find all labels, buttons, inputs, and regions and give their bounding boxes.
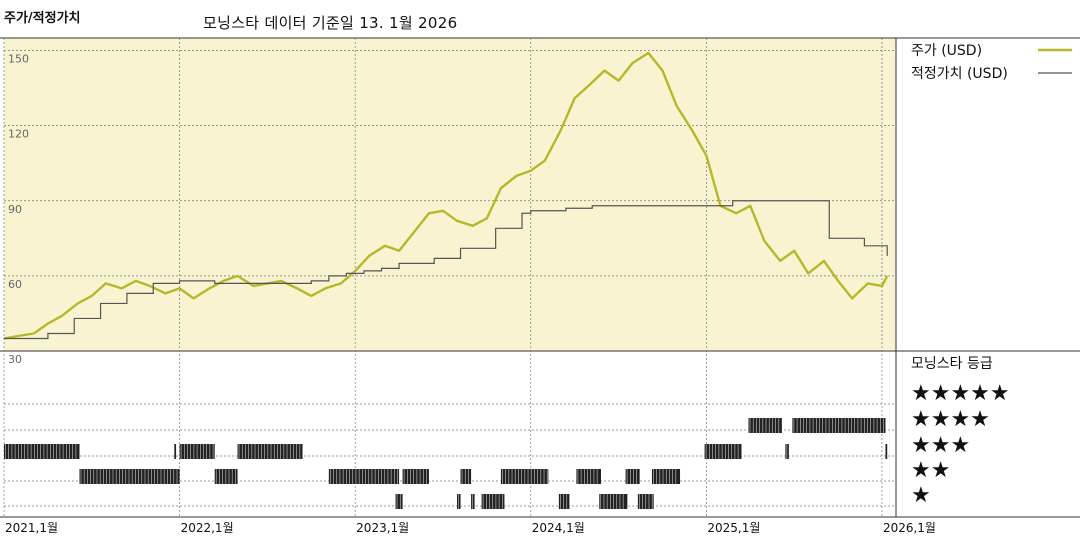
rating-bar-fill [328, 469, 400, 484]
rating-bar-fill [4, 444, 80, 459]
x-tick-label: 2024,1월 [532, 521, 585, 535]
rating-bar-fill [402, 469, 429, 484]
rating-bar-3-star [174, 444, 177, 459]
rating-bar-1-star [599, 494, 628, 509]
rating-bar-fill [576, 469, 602, 484]
data-source-note: 모닝스타 데이터 기준일 13. 1월 2026 [203, 14, 458, 32]
rating-level-label: ★★ [911, 458, 950, 483]
rating-level-label: ★★★★★ [911, 381, 1010, 406]
rating-bar-fill [748, 418, 782, 433]
rating-bar-2-star [214, 469, 238, 484]
rating-bar-1-star [637, 494, 654, 509]
rating-bar-1-star [457, 494, 461, 509]
rating-level-label: ★ [911, 483, 931, 508]
rating-bar-2-star [576, 469, 602, 484]
rating-level-label: ★★★★ [911, 407, 990, 432]
rating-bar-4-star [748, 418, 782, 433]
rating-bar-fill [704, 444, 742, 459]
rating-bar-2-star [625, 469, 640, 484]
price-line [3, 51, 889, 340]
plot-background [4, 38, 896, 351]
rating-title: 모닝스타 등급 [911, 356, 993, 372]
legend-fair-value-label: 적정가치 (USD) [911, 66, 1008, 82]
rating-bar-fill [237, 444, 303, 459]
rating-bar-fill [558, 494, 570, 509]
rating-level-label: ★★★ [911, 433, 970, 458]
rating-bar-1-star [481, 494, 505, 509]
x-tick-label: 2025,1월 [707, 521, 760, 535]
chart-corner-title: 주가/적정가치 [4, 11, 81, 26]
rating-bar-2-star [651, 469, 681, 484]
rating-bar-fill [625, 469, 640, 484]
rating-bar-3-star [704, 444, 742, 459]
rating-bar-2-star [500, 469, 549, 484]
rating-bar-1-star [471, 494, 475, 509]
y-tick-label: 60 [8, 278, 22, 291]
rating-bar-fill [460, 469, 472, 484]
rating-bar-3-star [885, 444, 888, 459]
rating-bar-fill [395, 494, 403, 509]
y-tick-label: 90 [8, 203, 22, 216]
rating-bar-fill [481, 494, 505, 509]
rating-bar-fill [174, 444, 177, 459]
rating-bar-1-star [395, 494, 403, 509]
rating-bar-fill [214, 469, 238, 484]
rating-bar-2-star [328, 469, 400, 484]
x-tick-label: 2021,1월 [5, 521, 58, 535]
rating-bar-3-star [785, 444, 789, 459]
rating-bar-fill [885, 444, 888, 459]
legend-price-label: 주가 (USD) [911, 43, 982, 59]
x-tick-label: 2026,1월 [883, 521, 936, 535]
rating-bar-2-star [460, 469, 472, 484]
rating-bar-1-star [558, 494, 570, 509]
rating-bar-3-star [179, 444, 215, 459]
rating-bar-3-star [237, 444, 303, 459]
y-tick-label: 150 [8, 53, 29, 66]
x-tick-label: 2022,1월 [181, 521, 234, 535]
x-tick-label: 2023,1월 [356, 521, 409, 535]
rating-bar-2-star [79, 469, 180, 484]
rating-bar-2-star [402, 469, 429, 484]
rating-bar-3-star [4, 444, 80, 459]
rating-bar-fill [79, 469, 180, 484]
y-tick-label: 30 [8, 353, 22, 366]
fair-value-line [4, 200, 888, 340]
y-tick-label: 120 [8, 128, 29, 141]
rating-bar-4-star [792, 418, 886, 433]
